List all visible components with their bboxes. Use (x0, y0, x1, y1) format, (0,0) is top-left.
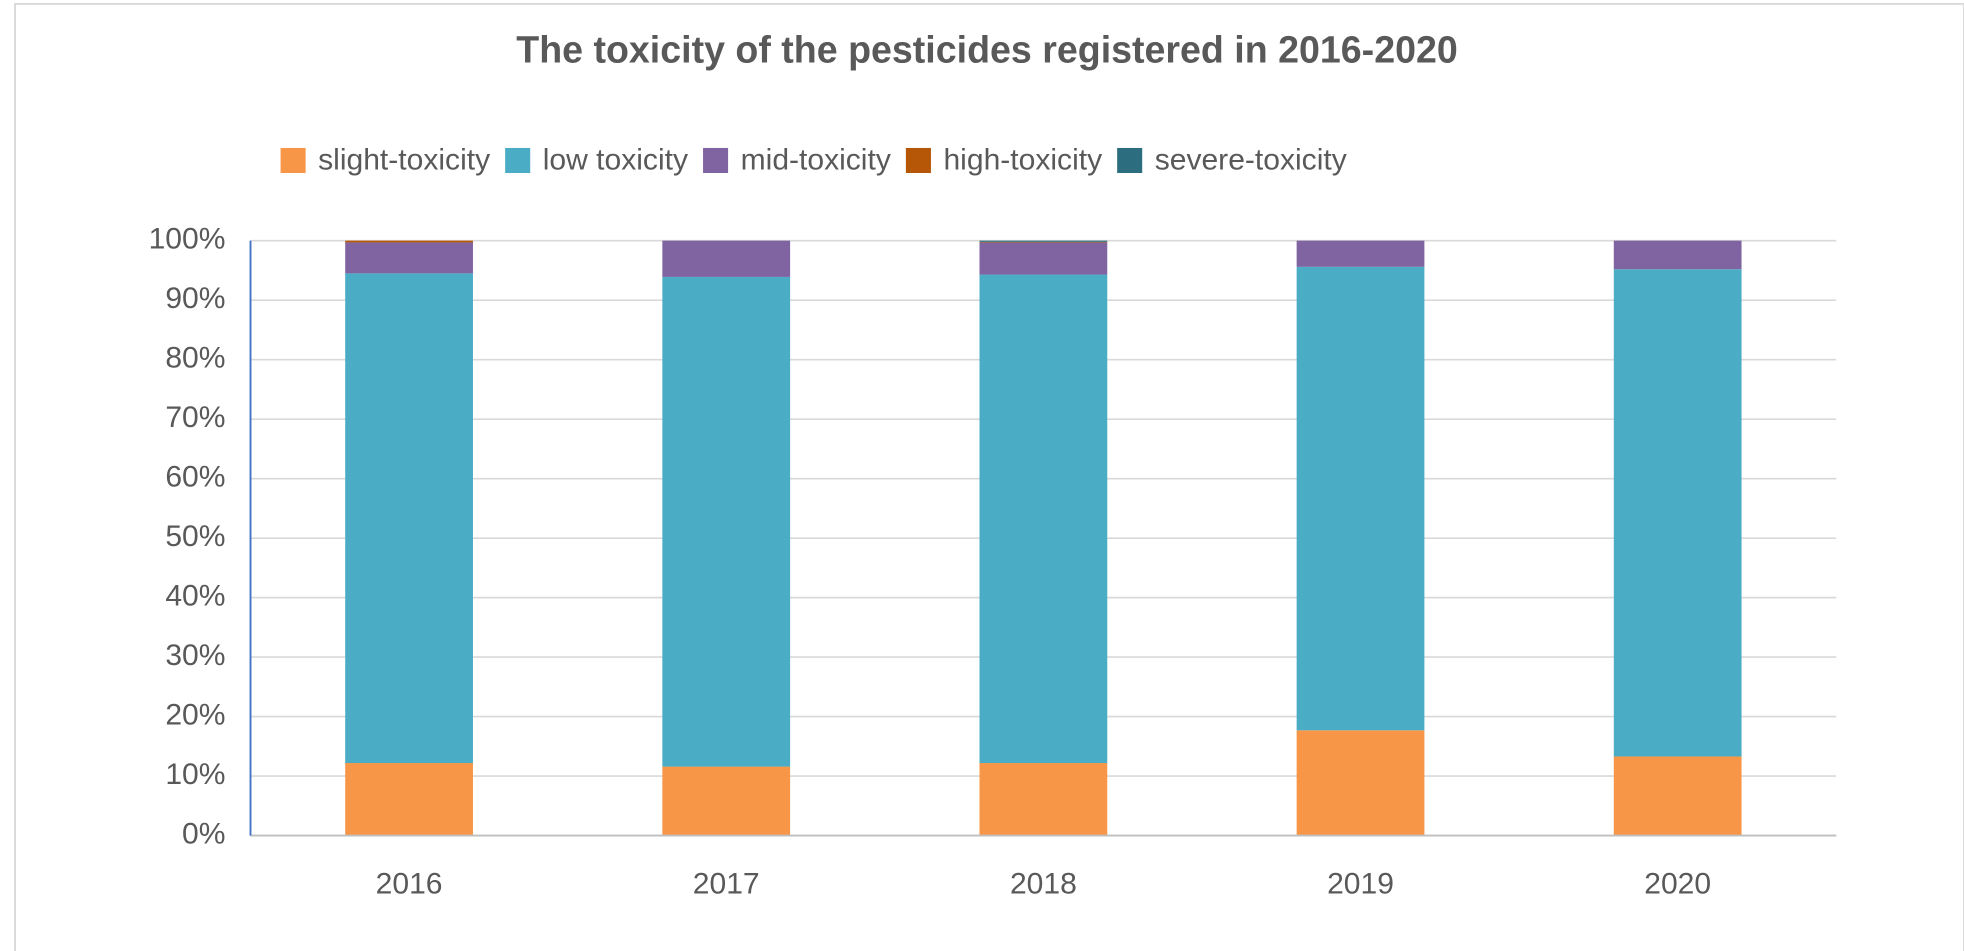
x-tick-label: 2019 (1327, 868, 1394, 901)
y-tick-label: 40% (165, 580, 225, 613)
bar-segment (345, 242, 473, 274)
legend-label: high-toxicity (943, 144, 1102, 177)
bar-segment (662, 766, 791, 836)
legend-swatch (505, 147, 531, 174)
bar-segment (1296, 730, 1425, 836)
y-tick-label: 90% (165, 282, 225, 315)
legend-swatch (905, 147, 931, 174)
legend-swatch (280, 147, 306, 174)
bar-segment (979, 274, 1108, 764)
x-tick-label: 2017 (693, 868, 760, 901)
bar-segment (345, 273, 473, 764)
bar-segment (1613, 756, 1742, 836)
bar-segment (1296, 266, 1425, 731)
legend: slight-toxicity low toxicity mid-toxicity h… (280, 144, 1347, 177)
bar-segment (979, 242, 1108, 275)
y-tick-label: 50% (165, 520, 225, 553)
y-tick-label: 80% (165, 342, 225, 375)
bar-segment (1613, 240, 1742, 270)
y-tick-label: 10% (165, 758, 225, 791)
bar-segment (979, 241, 1108, 243)
bar-segment (1613, 269, 1742, 757)
bar-segment (662, 240, 791, 277)
bar-segment (979, 240, 1108, 242)
y-tick-label: 60% (165, 461, 225, 494)
x-tick-label: 2018 (1010, 868, 1077, 901)
y-tick-label: 70% (165, 401, 225, 434)
chart-title: The toxicity of the pesticides registere… (516, 29, 1458, 71)
y-tick-label: 30% (165, 639, 225, 672)
x-tick-label: 2020 (1644, 868, 1711, 901)
y-tick-label: 100% (149, 223, 226, 256)
y-tick-label: 20% (165, 699, 225, 732)
y-tick-label: 0% (182, 818, 225, 851)
legend-label: low toxicity (543, 144, 688, 177)
bar-segment (1296, 240, 1425, 267)
x-tick-label: 2016 (376, 868, 443, 901)
legend-label: severe-toxicity (1155, 144, 1347, 177)
bar-segment (345, 240, 473, 243)
bar-segment (662, 276, 791, 767)
legend-swatch (1117, 147, 1143, 174)
bar-segment (979, 763, 1108, 836)
legend-label: mid-toxicity (741, 144, 891, 177)
bar-segment (345, 763, 473, 836)
legend-swatch (703, 147, 729, 174)
legend-label: slight-toxicity (318, 144, 490, 177)
